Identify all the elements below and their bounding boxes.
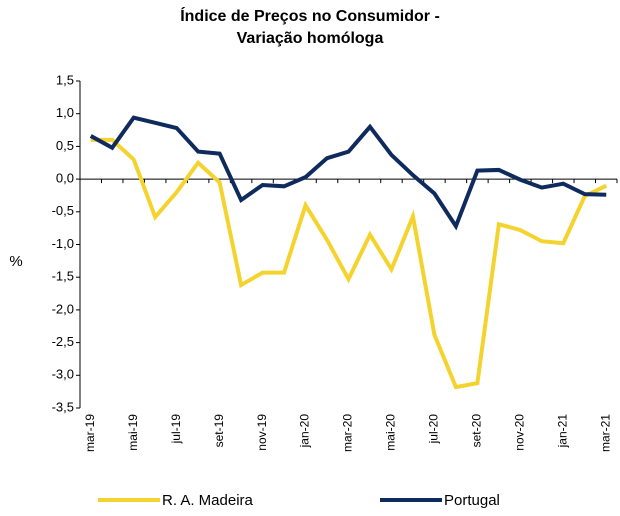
x-tick-label: mai-19 <box>126 414 140 451</box>
chart-title: Índice de Preços no Consumidor - Variaçã… <box>180 8 440 47</box>
x-tick-label: set-20 <box>470 414 484 448</box>
y-tick-label: 1,5 <box>56 72 74 87</box>
line-series <box>90 137 608 390</box>
y-tick-label: -3,5 <box>52 399 74 414</box>
y-tick-label: -2,0 <box>52 301 74 316</box>
line-series <box>89 115 607 231</box>
legend-label: R. A. Madeira <box>162 492 254 509</box>
y-axis-label: % <box>9 253 22 270</box>
x-tick-label: mar-21 <box>598 414 612 452</box>
x-tick-label: nov-19 <box>255 414 269 451</box>
y-tick-label: -2,5 <box>52 334 74 349</box>
x-tick-label: jul-20 <box>427 414 441 445</box>
y-tick-label: -1,5 <box>52 269 74 284</box>
y-tick-label: -3,0 <box>52 367 74 382</box>
y-tick-label: 1,0 <box>56 105 74 120</box>
x-tick-label: mai-20 <box>384 414 398 451</box>
x-tick-label: set-19 <box>212 414 226 448</box>
y-tick-label: -1,0 <box>52 236 74 251</box>
x-tick-label: jul-19 <box>169 414 183 445</box>
x-tick-label: jan-20 <box>298 414 312 449</box>
y-tick-label: -0,5 <box>52 203 74 218</box>
y-tick-label: 0,5 <box>56 138 74 153</box>
x-tick-label: jan-21 <box>555 414 569 449</box>
x-tick-label: mar-19 <box>83 414 97 452</box>
legend-label: Portugal <box>444 492 500 509</box>
y-tick-label: 0,0 <box>56 171 74 186</box>
x-tick-label: nov-20 <box>513 414 527 451</box>
x-tick-label: mar-20 <box>341 414 355 452</box>
